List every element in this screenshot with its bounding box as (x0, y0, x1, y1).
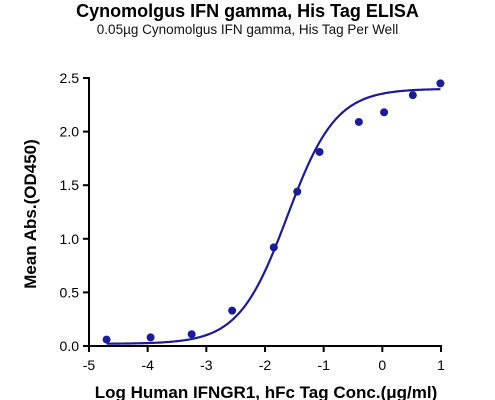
data-point (380, 108, 389, 117)
fit-curve (106, 88, 441, 345)
data-point (436, 79, 445, 88)
data-point (354, 117, 363, 126)
x-tick-label: -1 (317, 357, 330, 373)
x-tick-label: -2 (259, 357, 272, 373)
x-tick-label: -5 (83, 357, 96, 373)
data-points (102, 79, 445, 344)
data-point (408, 91, 417, 100)
y-tick-label: 2.0 (60, 124, 80, 140)
x-tick-label: -3 (200, 357, 213, 373)
data-point (187, 330, 196, 339)
x-tick-label: -4 (141, 357, 154, 373)
y-tick-label: 0.0 (60, 338, 80, 354)
data-point (146, 333, 155, 342)
y-tick-label: 1.0 (60, 231, 80, 247)
chart-title: Cynomolgus IFN gamma, His Tag ELISA (76, 1, 419, 21)
chart-subtitle: 0.05µg Cynomolgus IFN gamma, His Tag Per… (96, 22, 399, 37)
x-tick-label: 1 (437, 357, 445, 373)
fit-curve-group (106, 88, 441, 345)
data-point (269, 243, 278, 252)
data-point (293, 187, 302, 196)
y-tick-label: 0.5 (60, 284, 80, 300)
data-point (228, 306, 237, 315)
y-tick-label: 2.5 (60, 70, 80, 86)
x-axis: -5 -4 -3 -2 -1 0 1 (83, 345, 445, 373)
x-tick-label: 0 (378, 357, 386, 373)
y-axis-title: Mean Abs.(OD450) (21, 139, 40, 289)
data-point (315, 147, 324, 156)
data-point (102, 335, 111, 344)
x-axis-title: Log Human IFNGR1, hFc Tag Conc.(μg/ml) (95, 383, 438, 400)
y-axis: 0.0 0.5 1.0 1.5 2.0 2.5 (60, 70, 90, 354)
y-tick-label: 1.5 (60, 177, 80, 193)
